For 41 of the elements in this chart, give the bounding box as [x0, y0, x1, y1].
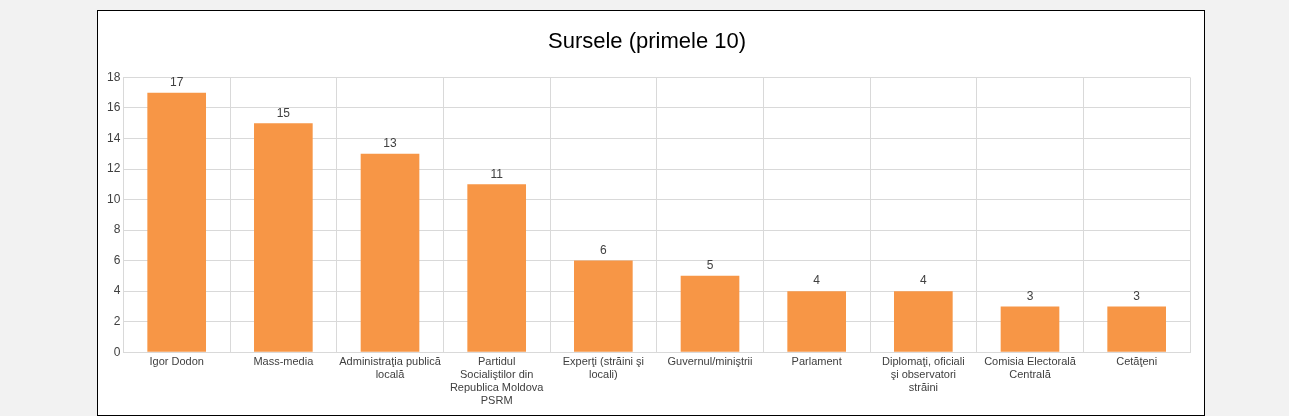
x-tick-label: Igor Dodon	[149, 354, 204, 367]
y-tick-label: 2	[113, 313, 121, 328]
x-tick-label: Mass-media	[253, 354, 315, 367]
data-label: 3	[1133, 288, 1141, 303]
bar	[1000, 306, 1060, 352]
data-label: 15	[276, 105, 291, 120]
y-tick-label: 4	[113, 283, 121, 298]
x-tick-label: Administraţia publică locală	[339, 354, 442, 381]
x-tick-label: Parlament	[791, 354, 842, 367]
chart-title: Sursele (primele 10)	[547, 28, 747, 54]
data-label: 3	[1026, 288, 1034, 303]
data-label: 4	[813, 273, 821, 288]
data-label: 11	[490, 166, 504, 181]
x-tick-label: Diplomaţi, oficiali şi observatori străini	[882, 354, 965, 394]
y-tick-label: 8	[113, 222, 121, 237]
bar	[1107, 306, 1166, 352]
y-tick-label: 18	[106, 69, 121, 84]
bar	[254, 123, 313, 352]
y-tick-label: 12	[106, 161, 121, 176]
bar	[894, 291, 953, 352]
x-tick-label: Cetăţeni	[1116, 354, 1158, 367]
x-tick-label: Partidul Socialiştilor din Republica Moldova PSRM	[449, 354, 545, 407]
data-label: 6	[600, 242, 607, 257]
bar	[574, 260, 633, 352]
data-label: 5	[706, 258, 714, 273]
x-tick-label: Experţi (străini şi locali)	[562, 354, 644, 381]
y-tick-label: 10	[106, 191, 121, 206]
y-tick-label: 0	[113, 344, 121, 359]
x-tick-label: Comisia Electorală Centrală	[984, 354, 1077, 381]
data-label: 17	[170, 74, 184, 89]
bar	[467, 184, 527, 352]
bar	[360, 153, 420, 352]
data-label: 13	[383, 136, 397, 151]
bar	[147, 92, 207, 352]
bar	[680, 275, 740, 352]
y-tick-label: 14	[106, 130, 121, 145]
bar	[787, 291, 847, 352]
x-tick-label: Guvernul/miniştrii	[667, 354, 753, 367]
data-label: 4	[919, 273, 927, 288]
y-tick-label: 6	[113, 252, 121, 267]
y-tick-label: 16	[106, 100, 121, 115]
